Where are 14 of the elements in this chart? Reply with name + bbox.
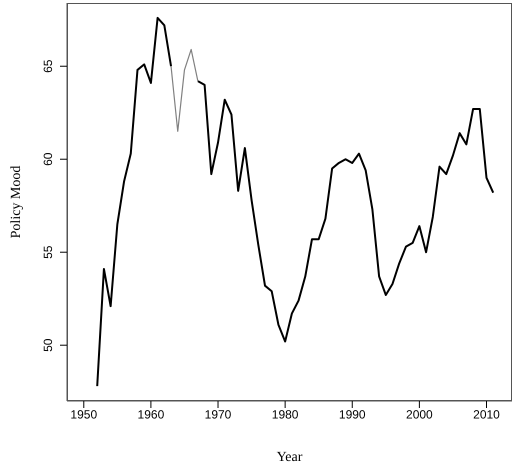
line-series (170, 48, 198, 132)
x-axis-title: Year (276, 450, 303, 465)
x-tick-label: 1960 (138, 408, 165, 422)
x-tick-label: 1970 (204, 408, 232, 422)
y-tick-label: 60 (41, 152, 55, 166)
x-tick-label: 1950 (70, 408, 98, 422)
x-tick-label: 1990 (338, 408, 366, 422)
x-tick-label: 2010 (473, 408, 500, 422)
x-tick-label: 1980 (272, 408, 299, 422)
y-tick-label: 50 (41, 338, 55, 352)
y-tick-label: 55 (41, 245, 55, 259)
y-axis-title: Policy Mood (8, 166, 24, 238)
x-tick-label: 2000 (406, 408, 434, 422)
y-tick-label: 65 (41, 59, 55, 73)
